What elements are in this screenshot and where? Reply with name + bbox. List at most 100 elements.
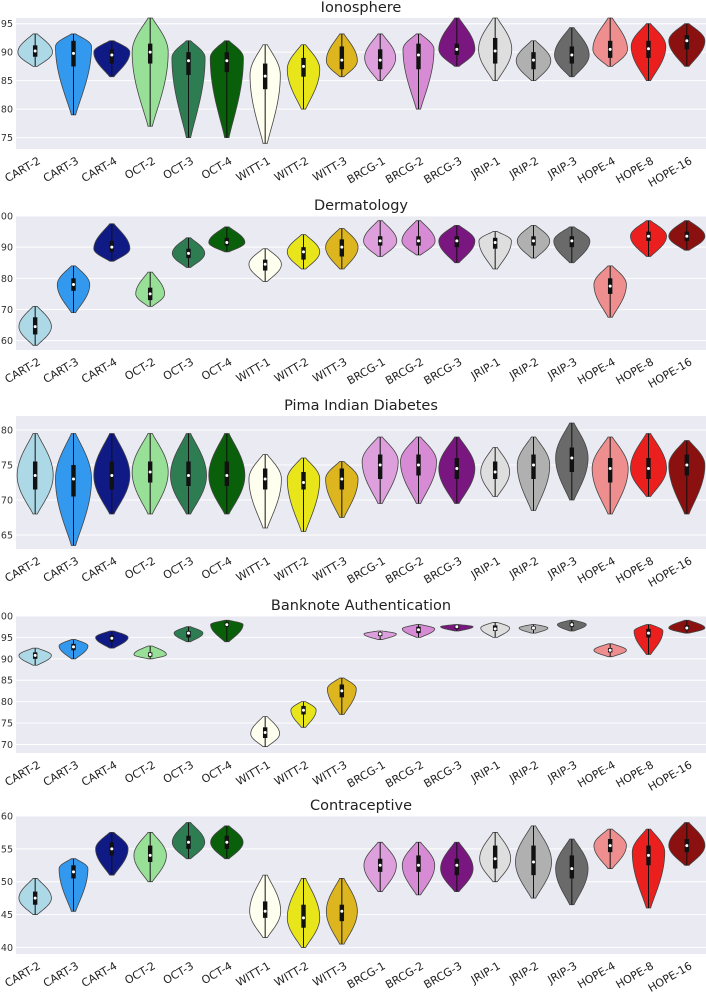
violin-WITT-1 — [249, 44, 281, 144]
violin-median — [608, 467, 612, 470]
violin-CART-3 — [56, 265, 91, 313]
y-tick-label: 100 — [0, 212, 13, 223]
y-tick-label: 50 — [1, 877, 13, 888]
plot-background — [16, 416, 706, 549]
violin-iqr-box — [607, 458, 613, 483]
y-tick-label: 70 — [1, 496, 13, 507]
violin-median — [110, 636, 114, 640]
violin-iqr-box — [186, 52, 191, 75]
x-tick-label: OCT-2 — [123, 758, 158, 786]
violin-median — [110, 53, 114, 57]
x-tick-label: WITT-2 — [272, 959, 311, 989]
x-tick-label: JRIP-3 — [545, 758, 580, 786]
violin-HOPE-8 — [633, 624, 664, 655]
x-tick-label: OCT-3 — [161, 355, 196, 383]
violin-median — [570, 456, 574, 460]
violin-JRIP-2 — [516, 436, 551, 511]
violin-OCT-3 — [171, 40, 206, 139]
violin-BRCG-1 — [363, 841, 397, 892]
violin-CART-2 — [18, 878, 52, 915]
violin-median — [647, 853, 650, 857]
x-tick-label: WITT-3 — [311, 758, 350, 788]
violin-BRCG-1 — [361, 436, 399, 504]
chart-title: Contraceptive — [310, 798, 412, 814]
violin-HOPE-8 — [630, 220, 667, 257]
x-tick-label: JRIP-3 — [545, 554, 580, 582]
violin-JRIP-1 — [478, 231, 512, 270]
y-tick-label: 60 — [1, 812, 13, 823]
violin-OCT-4 — [210, 619, 244, 643]
violin-median — [225, 59, 229, 63]
violin-JRIP-1 — [478, 17, 513, 82]
violin-OCT-2 — [133, 832, 167, 883]
y-tick-label: 70 — [1, 305, 13, 316]
violin-median — [532, 860, 535, 864]
violin-median — [110, 474, 114, 477]
violin-HOPE-4 — [592, 17, 628, 67]
violin-median — [493, 470, 497, 474]
x-tick-label: JRIP-1 — [468, 154, 503, 182]
violin-HOPE-4 — [593, 828, 627, 869]
y-tick-label: 95 — [1, 633, 13, 644]
violin-iqr-box — [224, 461, 230, 486]
violin-median — [263, 477, 267, 481]
violin-median — [455, 625, 459, 629]
x-tick-label: HOPE-16 — [646, 959, 694, 995]
x-tick-label: JRIP-2 — [506, 154, 541, 182]
x-tick-label: JRIP-1 — [468, 554, 503, 582]
violin-median — [608, 47, 612, 51]
x-tick-label: CART-2 — [3, 959, 43, 990]
violin-WITT-3 — [327, 677, 357, 715]
violin-median — [302, 250, 305, 254]
x-tick-label: BRCG-3 — [422, 355, 465, 387]
y-tick-label: 95 — [1, 19, 13, 30]
violin-median — [302, 708, 305, 712]
x-tick-label: CART-4 — [79, 959, 119, 990]
violin-iqr-box — [301, 472, 306, 490]
violin-median — [225, 240, 229, 244]
x-tick-label: HOPE-16 — [646, 758, 694, 794]
x-tick-label: WITT-2 — [272, 355, 311, 385]
x-tick-label: HOPE-4 — [575, 154, 617, 186]
violin-JRIP-1 — [480, 447, 510, 497]
violin-OCT-2 — [131, 17, 169, 127]
x-tick-label: HOPE-4 — [575, 758, 617, 790]
violin-median — [148, 292, 152, 296]
y-tick-label: 85 — [1, 676, 13, 687]
x-tick-label: OCT-2 — [123, 154, 158, 182]
violin-median — [647, 631, 650, 635]
y-tick-label: 90 — [1, 48, 13, 59]
violin-median — [570, 53, 574, 57]
x-tick-label: BRCG-1 — [345, 154, 388, 186]
violin-median — [187, 840, 190, 844]
x-tick-label: OCT-4 — [199, 758, 234, 786]
violin-BRCG-2 — [400, 436, 437, 504]
violin-iqr-box — [301, 904, 306, 928]
x-tick-label: WITT-1 — [234, 758, 273, 788]
violin-median — [263, 730, 267, 734]
violin-CART-2 — [16, 433, 54, 515]
x-tick-label: JRIP-3 — [545, 959, 580, 987]
x-tick-label: BRCG-3 — [422, 554, 465, 586]
violin-median — [417, 628, 420, 632]
violin-median — [570, 239, 574, 243]
violin-median — [685, 626, 689, 630]
violin-median — [33, 896, 37, 900]
x-tick-label: OCT-4 — [199, 554, 234, 582]
violin-median — [33, 474, 37, 477]
violin-median — [532, 626, 535, 630]
x-tick-label: CART-2 — [3, 758, 43, 789]
x-tick-label: HOPE-16 — [646, 355, 694, 391]
violin-WITT-1 — [250, 716, 280, 747]
x-tick-label: OCT-3 — [161, 554, 196, 582]
violin-CART-4 — [95, 630, 129, 649]
x-tick-label: JRIP-3 — [545, 154, 580, 182]
violin-WITT-3 — [325, 461, 359, 518]
violin-median — [302, 916, 305, 920]
violin-iqr-box — [416, 855, 421, 872]
violin-median — [340, 909, 344, 913]
violin-WITT-1 — [248, 454, 282, 529]
violin-WITT-1 — [249, 874, 282, 938]
violin-BRCG-2 — [401, 624, 436, 638]
